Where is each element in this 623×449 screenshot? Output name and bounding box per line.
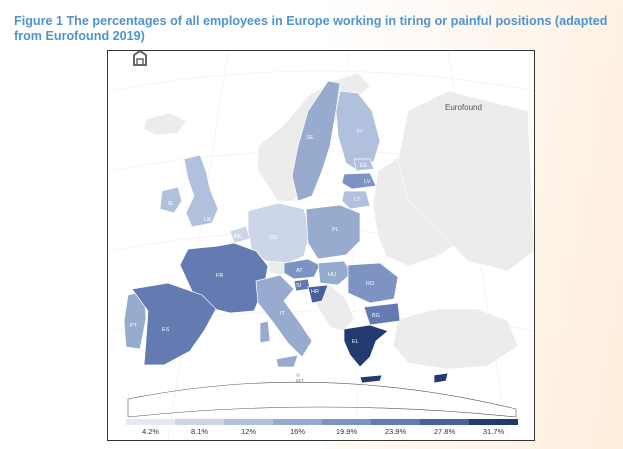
legend-swatch <box>224 419 273 425</box>
country-pl <box>305 204 361 260</box>
label-be: BE <box>234 234 242 240</box>
legend-swatch <box>175 419 224 425</box>
map-legend: 4.2% 8.1% 12% 16% 19.9% 23.9% 27.8% 31.7% <box>126 419 518 436</box>
land-iceland <box>143 112 187 136</box>
europe-map: SE FI EE LV LT IE UK BE DE PL FR AT HU S… <box>108 51 534 440</box>
label-es: ES <box>162 327 170 333</box>
legend-label: 8.1% <box>190 427 209 436</box>
country-el <box>343 324 389 368</box>
country-es <box>131 282 217 366</box>
legend-label: 19.9% <box>335 427 358 436</box>
legend-swatch <box>126 419 175 425</box>
eurofound-logo-icon <box>133 51 147 66</box>
label-fi: FI <box>357 129 362 135</box>
legend-label: 31.7% <box>482 427 505 436</box>
label-lt: LT <box>354 197 361 203</box>
label-hu: HU <box>328 272 336 278</box>
country-hr <box>307 284 329 304</box>
country-mt <box>295 372 301 378</box>
legend-label: 27.8% <box>433 427 456 436</box>
country-lt <box>341 190 371 210</box>
label-ie: IE <box>168 201 174 207</box>
island-crete <box>359 374 383 384</box>
projection-outline <box>127 381 517 418</box>
legend-swatches <box>126 419 518 425</box>
legend-swatch <box>273 419 322 425</box>
label-bg: BG <box>372 313 380 319</box>
country-ie <box>159 186 183 214</box>
label-el: EL <box>352 339 359 345</box>
legend-label: 12% <box>240 427 257 436</box>
legend-labels: 4.2% 8.1% 12% 16% 19.9% 23.9% 27.8% 31.7% <box>126 425 518 436</box>
country-ee <box>353 158 375 172</box>
label-lv: LV <box>364 179 371 185</box>
country-hu <box>317 260 353 286</box>
label-it: IT <box>280 311 286 317</box>
island-sardinia <box>259 320 271 344</box>
country-ro <box>347 262 399 304</box>
eurofound-logo-text: Eurofound <box>445 103 482 112</box>
label-de: DE <box>270 235 278 241</box>
label-at: AT <box>296 268 303 274</box>
country-se <box>291 80 341 202</box>
country-it <box>255 274 313 358</box>
country-uk <box>183 154 219 228</box>
label-pt: PT <box>130 323 138 329</box>
label-fr: FR <box>216 273 223 279</box>
country-de <box>247 202 311 264</box>
legend-swatch <box>371 419 420 425</box>
island-sicily <box>275 354 299 368</box>
legend-label: 23.9% <box>384 427 407 436</box>
legend-label: 4.2% <box>141 427 160 436</box>
legend-swatch <box>322 419 371 425</box>
legend-swatch <box>420 419 469 425</box>
country-lv <box>341 172 377 190</box>
legend-swatch <box>469 419 518 425</box>
map-frame: SE FI EE LV LT IE UK BE DE PL FR AT HU S… <box>107 50 535 441</box>
country-bg <box>363 302 401 326</box>
country-at <box>283 258 321 280</box>
land-russia <box>397 90 534 272</box>
land-turkey <box>392 308 519 370</box>
label-ro: RO <box>366 281 375 287</box>
label-se: SE <box>306 135 314 141</box>
label-ee: EE <box>360 163 368 169</box>
label-hr: HR <box>311 289 319 295</box>
legend-label: 16% <box>289 427 306 436</box>
island-cyprus <box>433 372 449 384</box>
figure-caption: Figure 1 The percentages of all employee… <box>14 14 608 43</box>
label-uk: UK <box>204 217 212 223</box>
label-si: SI <box>296 283 302 289</box>
label-pl: PL <box>332 227 339 233</box>
